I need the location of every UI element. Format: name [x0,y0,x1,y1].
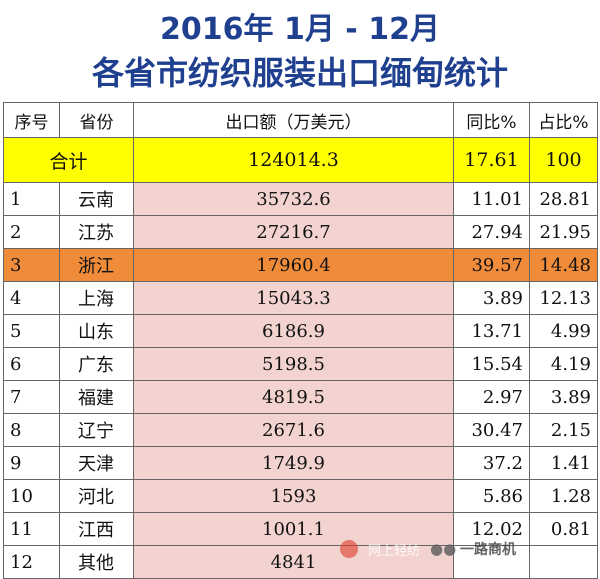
row-yoy: 2.97 [453,380,530,414]
row-index: 2 [3,215,60,249]
row-share: 3.89 [529,380,598,414]
total-yoy: 17.61 [453,137,530,183]
row-yoy: 39.57 [453,248,530,282]
row-province: 天津 [59,446,134,480]
row-province: 浙江 [59,248,134,282]
table-header-row: 序号 省份 出口额（万美元） 同比% 占比% [3,102,598,138]
row-share: 0.81 [529,512,598,546]
row-export-value: 27216.7 [133,215,454,249]
row-export-value: 15043.3 [133,281,454,315]
row-yoy: 11.01 [453,182,530,216]
row-index: 11 [3,512,60,546]
row-export-value: 5198.5 [133,347,454,381]
header-yoy: 同比% [453,102,530,138]
row-index: 8 [3,413,60,447]
row-index: 4 [3,281,60,315]
header-index: 序号 [3,102,60,138]
row-index: 12 [3,545,60,579]
row-index: 9 [3,446,60,480]
row-yoy: 27.94 [453,215,530,249]
table-row: 4 上海 15043.3 3.89 12.13 [3,281,598,315]
row-index: 3 [3,248,60,282]
row-share [529,545,598,579]
export-statistics-table: 序号 省份 出口额（万美元） 同比% 占比% 合计 124014.3 17.61… [3,102,598,579]
row-export-value: 2671.6 [133,413,454,447]
row-province: 上海 [59,281,134,315]
row-yoy: 37.2 [453,446,530,480]
row-yoy [453,545,530,579]
table-row: 7 福建 4819.5 2.97 3.89 [3,380,598,414]
row-province: 其他 [59,545,134,579]
row-index: 7 [3,380,60,414]
table-row: 2 江苏 27216.7 27.94 21.95 [3,215,598,249]
row-share: 12.13 [529,281,598,315]
row-province: 云南 [59,182,134,216]
row-index: 5 [3,314,60,348]
row-share: 21.95 [529,215,598,249]
table-row: 11 江西 1001.1 12.02 0.81 [3,512,598,546]
page-title-line2: 各省市纺织服装出口缅甸统计 [91,54,508,92]
row-index: 1 [3,182,60,216]
header-export-value: 出口额（万美元） [133,102,454,138]
row-share: 4.19 [529,347,598,381]
row-province: 福建 [59,380,134,414]
row-province: 山东 [59,314,134,348]
row-export-value: 4841 [133,545,454,579]
table-row: 6 广东 5198.5 15.54 4.19 [3,347,598,381]
row-export-value: 35732.6 [133,182,454,216]
table-row: 3 浙江 17960.4 39.57 14.48 [3,248,598,282]
page-title-line1: 2016年 1月 - 12月 [160,12,440,47]
row-index: 6 [3,347,60,381]
row-province: 广东 [59,347,134,381]
row-share: 28.81 [529,182,598,216]
row-yoy: 3.89 [453,281,530,315]
header-province: 省份 [59,102,134,138]
row-export-value: 1593 [133,479,454,513]
row-yoy: 12.02 [453,512,530,546]
row-yoy: 30.47 [453,413,530,447]
total-label: 合计 [3,137,134,183]
row-share: 1.28 [529,479,598,513]
row-export-value: 6186.9 [133,314,454,348]
row-export-value: 4819.5 [133,380,454,414]
header-share: 占比% [529,102,598,138]
row-province: 辽宁 [59,413,134,447]
row-index: 10 [3,479,60,513]
row-export-value: 1749.9 [133,446,454,480]
row-province: 河北 [59,479,134,513]
table-row: 8 辽宁 2671.6 30.47 2.15 [3,413,598,447]
row-province: 江西 [59,512,134,546]
table-row: 5 山东 6186.9 13.71 4.99 [3,314,598,348]
total-row: 合计 124014.3 17.61 100 [3,137,598,183]
row-yoy: 15.54 [453,347,530,381]
row-share: 2.15 [529,413,598,447]
table-row: 1 云南 35732.6 11.01 28.81 [3,182,598,216]
row-share: 1.41 [529,446,598,480]
row-province: 江苏 [59,215,134,249]
table-row: 9 天津 1749.9 37.2 1.41 [3,446,598,480]
total-share: 100 [529,137,598,183]
row-export-value: 1001.1 [133,512,454,546]
row-yoy: 13.71 [453,314,530,348]
table-row: 12 其他 4841 [3,545,598,579]
row-export-value: 17960.4 [133,248,454,282]
row-share: 4.99 [529,314,598,348]
row-share: 14.48 [529,248,598,282]
total-value: 124014.3 [133,137,454,183]
table-row: 10 河北 1593 5.86 1.28 [3,479,598,513]
row-yoy: 5.86 [453,479,530,513]
